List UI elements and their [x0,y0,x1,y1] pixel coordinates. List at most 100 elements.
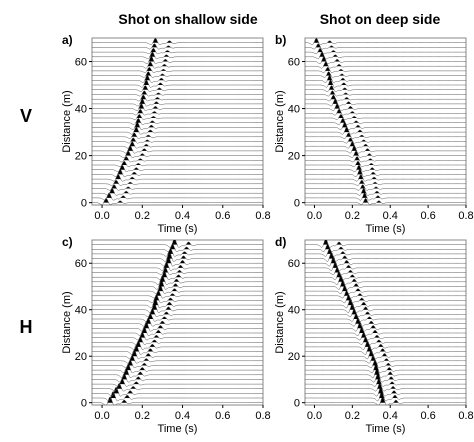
trace-fill [92,141,263,147]
trace-wiggle [305,294,466,304]
trace-fill [305,90,466,95]
x-tick-label: 0.4 [175,410,190,422]
trace-fill [92,103,263,109]
trace-wiggle [92,321,263,332]
x-tick-label: 0.0 [307,410,322,422]
x-tick-label: 0.0 [94,410,109,422]
trace-wiggle [305,317,466,327]
x-tick-label: 0.2 [135,210,150,222]
trace-wiggle [305,184,466,191]
trace-wiggle [92,355,263,364]
trace-fill [92,127,263,133]
trace-fill [92,303,263,310]
x-tick-label: 0.2 [345,210,360,222]
trace-fill [92,137,263,142]
trace-wiggle [92,313,263,322]
trace-fill [305,51,466,57]
trace-fill [92,169,263,175]
trace-wiggle [305,274,466,285]
trace-fill [92,90,263,95]
trace-fill [305,109,466,114]
y-tick-label: 20 [288,151,300,163]
trace-wiggle [92,349,263,360]
trace-wiggle [305,98,466,107]
trace-wiggle [305,160,466,167]
trace-wiggle [92,297,263,309]
trace-fill [92,67,263,71]
y-tick-label: 20 [75,351,87,363]
trace-fill [305,396,466,403]
trace-wiggle [92,284,263,294]
trace-fill [305,169,466,175]
x-tick-label: 0.8 [255,210,270,222]
trace-fill [92,109,263,114]
trace-wiggle [92,51,263,60]
y-tick-label: 60 [75,57,87,69]
panel-letter: b) [275,33,286,47]
trace-fill [92,145,263,151]
trace-wiggle [305,290,466,299]
trace-wiggle [305,390,466,402]
trace-fill [305,317,466,324]
trace-wiggle [92,150,263,158]
trace-fill [305,340,466,347]
trace-fill [305,56,466,62]
trace-wiggle [305,188,466,196]
trace-fill [305,161,466,165]
x-tick-label: 0.2 [135,410,150,422]
trace-fill [305,43,466,48]
trace-wiggle [92,336,263,345]
trace-fill [305,198,466,203]
trace-fill [92,161,263,165]
trace-wiggle [305,378,466,387]
trace-wiggle [305,336,466,345]
y-tick-label: 60 [288,57,300,69]
trace-fill [305,298,466,306]
trace-wiggle [305,61,466,69]
trace-fill [305,118,466,123]
trace-wiggle [305,297,466,309]
x-tick-label: 0.6 [215,410,230,422]
trace-fill [92,373,263,380]
y-tick-label: 0 [294,198,300,210]
trace-fill [305,122,466,128]
trace-fill [305,303,466,310]
trace-wiggle [305,137,466,144]
trace-fill [92,275,263,282]
trace-wiggle [305,344,466,355]
trace-wiggle [92,266,263,276]
trace-fill [305,363,466,371]
trace-fill [92,48,263,53]
trace-wiggle [305,256,466,267]
trace-wiggle [305,372,466,383]
x-tick-label: 0.8 [458,210,473,222]
trace-wiggle [305,197,466,205]
trace-wiggle [92,156,263,163]
x-tick-label: 0.8 [458,410,473,422]
trace-wiggle [92,117,263,125]
trace-wiggle [92,390,263,402]
trace-fill [92,56,263,62]
y-tick-label: 40 [75,104,87,116]
x-tick-label: 0.6 [215,210,230,222]
trace-wiggle [92,137,263,144]
x-tick-label: 0.2 [345,410,360,422]
trace-wiggle [305,71,466,78]
trace-wiggle [305,302,466,313]
x-tick-label: 0.4 [383,410,398,422]
trace-wiggle [305,396,466,405]
trace-fill [92,188,263,194]
trace-wiggle [92,113,263,120]
trace-wiggle [92,61,263,69]
trace-fill [92,61,263,67]
trace-fill [305,184,466,189]
trace-wiggle [305,90,466,97]
trace-wiggle [305,321,466,332]
y-tick-label: 20 [288,351,300,363]
x-tick-label: 0.6 [420,410,435,422]
trace-fill [92,38,263,43]
trace-wiggle [92,372,263,383]
trace-wiggle [92,382,263,392]
trace-fill [305,256,466,264]
